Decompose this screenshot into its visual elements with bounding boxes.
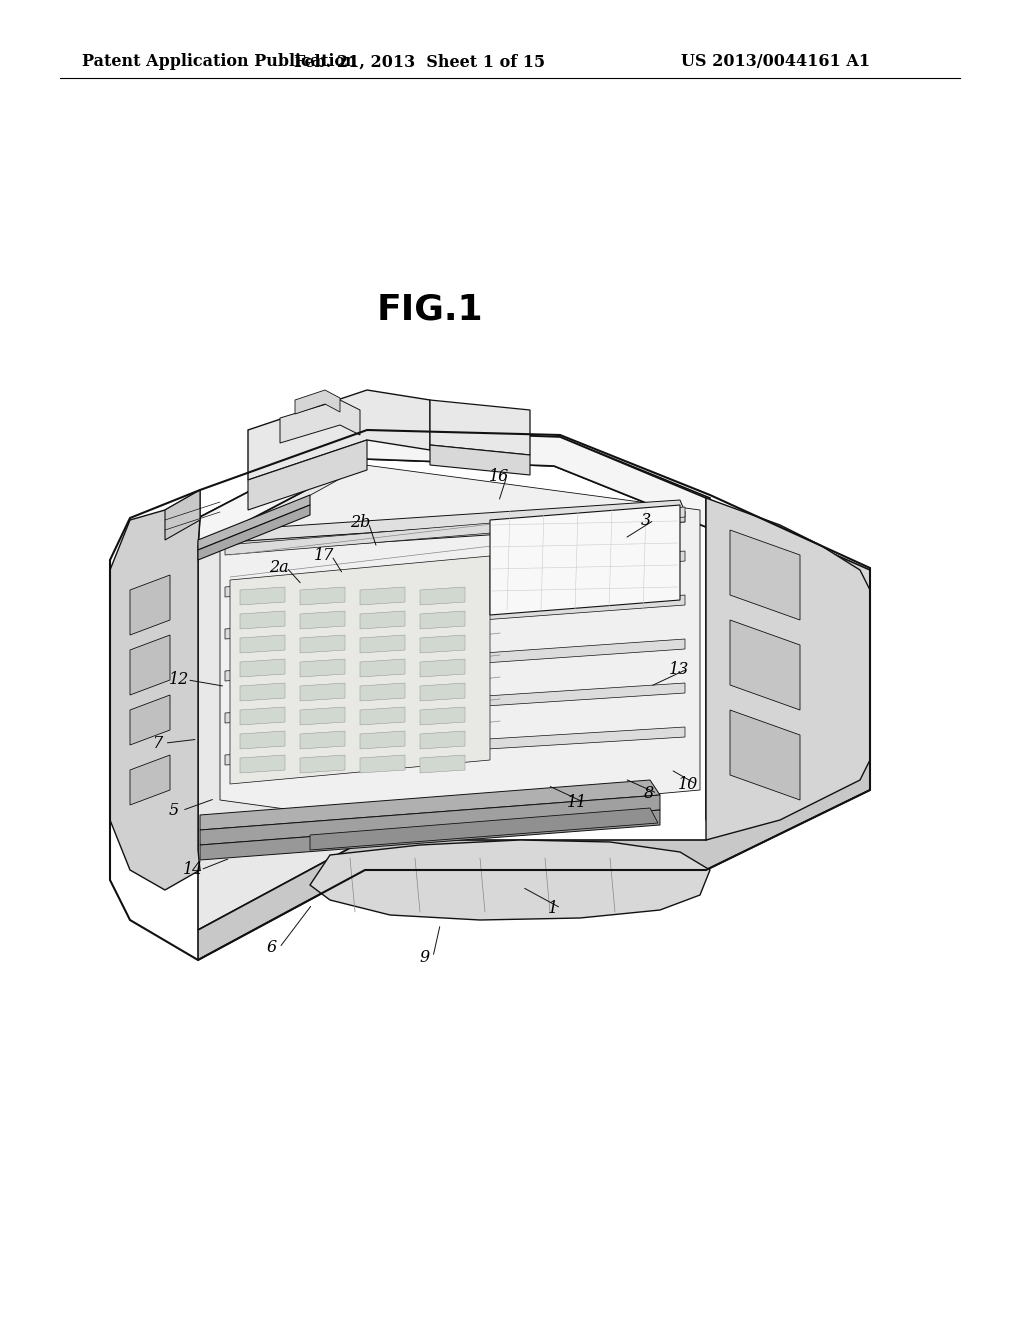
Polygon shape [130, 696, 170, 744]
Polygon shape [198, 430, 706, 546]
Text: 14: 14 [182, 862, 203, 878]
Polygon shape [110, 490, 200, 890]
Polygon shape [198, 506, 310, 560]
Polygon shape [225, 550, 685, 597]
Polygon shape [420, 755, 465, 774]
Polygon shape [430, 445, 530, 475]
Polygon shape [360, 659, 406, 677]
Polygon shape [240, 659, 285, 677]
Polygon shape [240, 611, 285, 630]
Text: 5: 5 [169, 803, 179, 818]
Polygon shape [360, 682, 406, 701]
Polygon shape [225, 595, 685, 639]
Polygon shape [300, 635, 345, 653]
Polygon shape [360, 635, 406, 653]
Polygon shape [360, 708, 406, 725]
Text: 12: 12 [169, 672, 189, 688]
Polygon shape [706, 498, 870, 840]
Polygon shape [420, 731, 465, 748]
Polygon shape [198, 760, 870, 960]
Polygon shape [295, 389, 340, 414]
Polygon shape [490, 506, 680, 615]
Text: 1: 1 [548, 900, 558, 916]
Polygon shape [230, 500, 685, 543]
Text: US 2013/0044161 A1: US 2013/0044161 A1 [681, 54, 870, 70]
Polygon shape [360, 611, 406, 630]
Polygon shape [225, 682, 685, 723]
Text: 17: 17 [313, 548, 334, 564]
Polygon shape [248, 440, 367, 510]
Polygon shape [300, 731, 345, 748]
Polygon shape [230, 512, 685, 552]
Polygon shape [310, 840, 710, 920]
Polygon shape [198, 459, 365, 931]
Text: Patent Application Publication: Patent Application Publication [82, 54, 356, 70]
Text: 2b: 2b [350, 515, 371, 531]
Polygon shape [240, 708, 285, 725]
Polygon shape [240, 587, 285, 605]
Text: 9: 9 [420, 949, 430, 965]
Polygon shape [248, 389, 430, 480]
Polygon shape [240, 682, 285, 701]
Polygon shape [706, 498, 870, 820]
Polygon shape [360, 587, 406, 605]
Polygon shape [225, 639, 685, 681]
Polygon shape [130, 635, 170, 696]
Text: 2a: 2a [268, 560, 289, 576]
Polygon shape [430, 400, 530, 455]
Polygon shape [220, 465, 700, 820]
Polygon shape [730, 531, 800, 620]
Polygon shape [200, 780, 660, 830]
Polygon shape [240, 635, 285, 653]
Text: 16: 16 [488, 469, 509, 484]
Polygon shape [200, 795, 660, 845]
Polygon shape [420, 708, 465, 725]
Polygon shape [300, 755, 345, 774]
Polygon shape [420, 659, 465, 677]
Polygon shape [420, 635, 465, 653]
Polygon shape [300, 611, 345, 630]
Polygon shape [225, 507, 685, 554]
Polygon shape [130, 755, 170, 805]
Text: Feb. 21, 2013  Sheet 1 of 15: Feb. 21, 2013 Sheet 1 of 15 [295, 54, 546, 70]
Text: 10: 10 [678, 776, 698, 792]
Polygon shape [730, 710, 800, 800]
Text: 7: 7 [152, 735, 162, 751]
Polygon shape [420, 587, 465, 605]
Polygon shape [300, 659, 345, 677]
Text: 8: 8 [644, 785, 654, 801]
Polygon shape [420, 682, 465, 701]
Polygon shape [200, 810, 660, 861]
Text: 3: 3 [641, 512, 651, 528]
Polygon shape [360, 731, 406, 748]
Polygon shape [300, 708, 345, 725]
Polygon shape [300, 682, 345, 701]
Polygon shape [360, 755, 406, 774]
Text: 11: 11 [566, 795, 587, 810]
Polygon shape [300, 587, 345, 605]
Polygon shape [420, 611, 465, 630]
Polygon shape [230, 556, 490, 784]
Polygon shape [198, 430, 710, 546]
Polygon shape [225, 727, 685, 766]
Polygon shape [198, 495, 310, 550]
Polygon shape [240, 731, 285, 748]
Polygon shape [240, 755, 285, 774]
Polygon shape [165, 490, 200, 540]
Polygon shape [280, 400, 360, 444]
Text: FIG.1: FIG.1 [377, 293, 483, 327]
Polygon shape [310, 808, 658, 850]
Polygon shape [130, 576, 170, 635]
Polygon shape [730, 620, 800, 710]
Text: 13: 13 [669, 661, 689, 677]
Text: 6: 6 [266, 940, 276, 956]
